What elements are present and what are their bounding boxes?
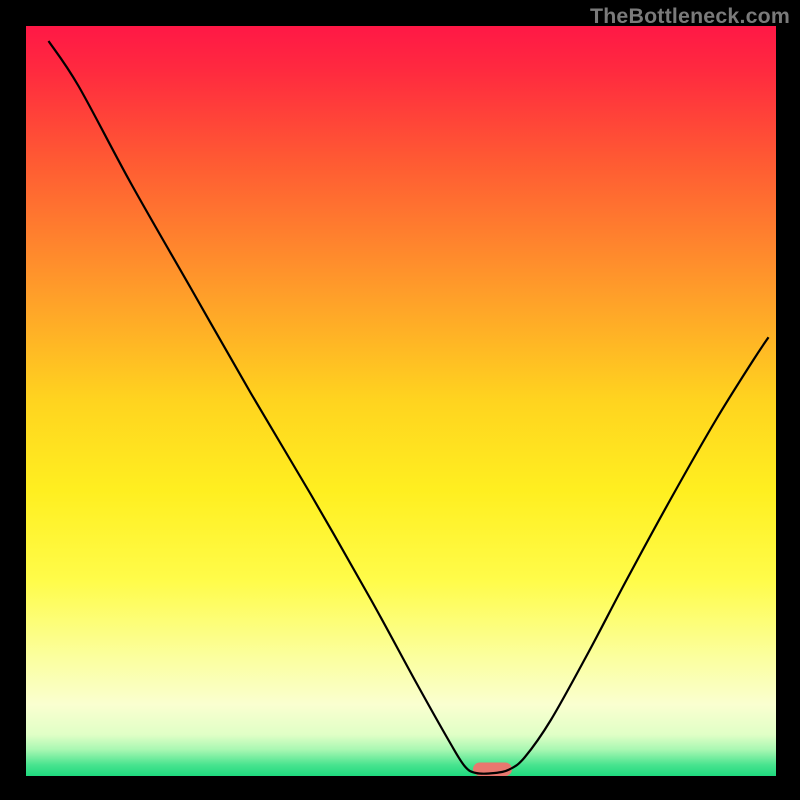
plot-area <box>26 26 776 776</box>
chart-frame: TheBottleneck.com <box>0 0 800 800</box>
bottleneck-curve <box>49 41 769 774</box>
curve-svg <box>26 26 776 776</box>
